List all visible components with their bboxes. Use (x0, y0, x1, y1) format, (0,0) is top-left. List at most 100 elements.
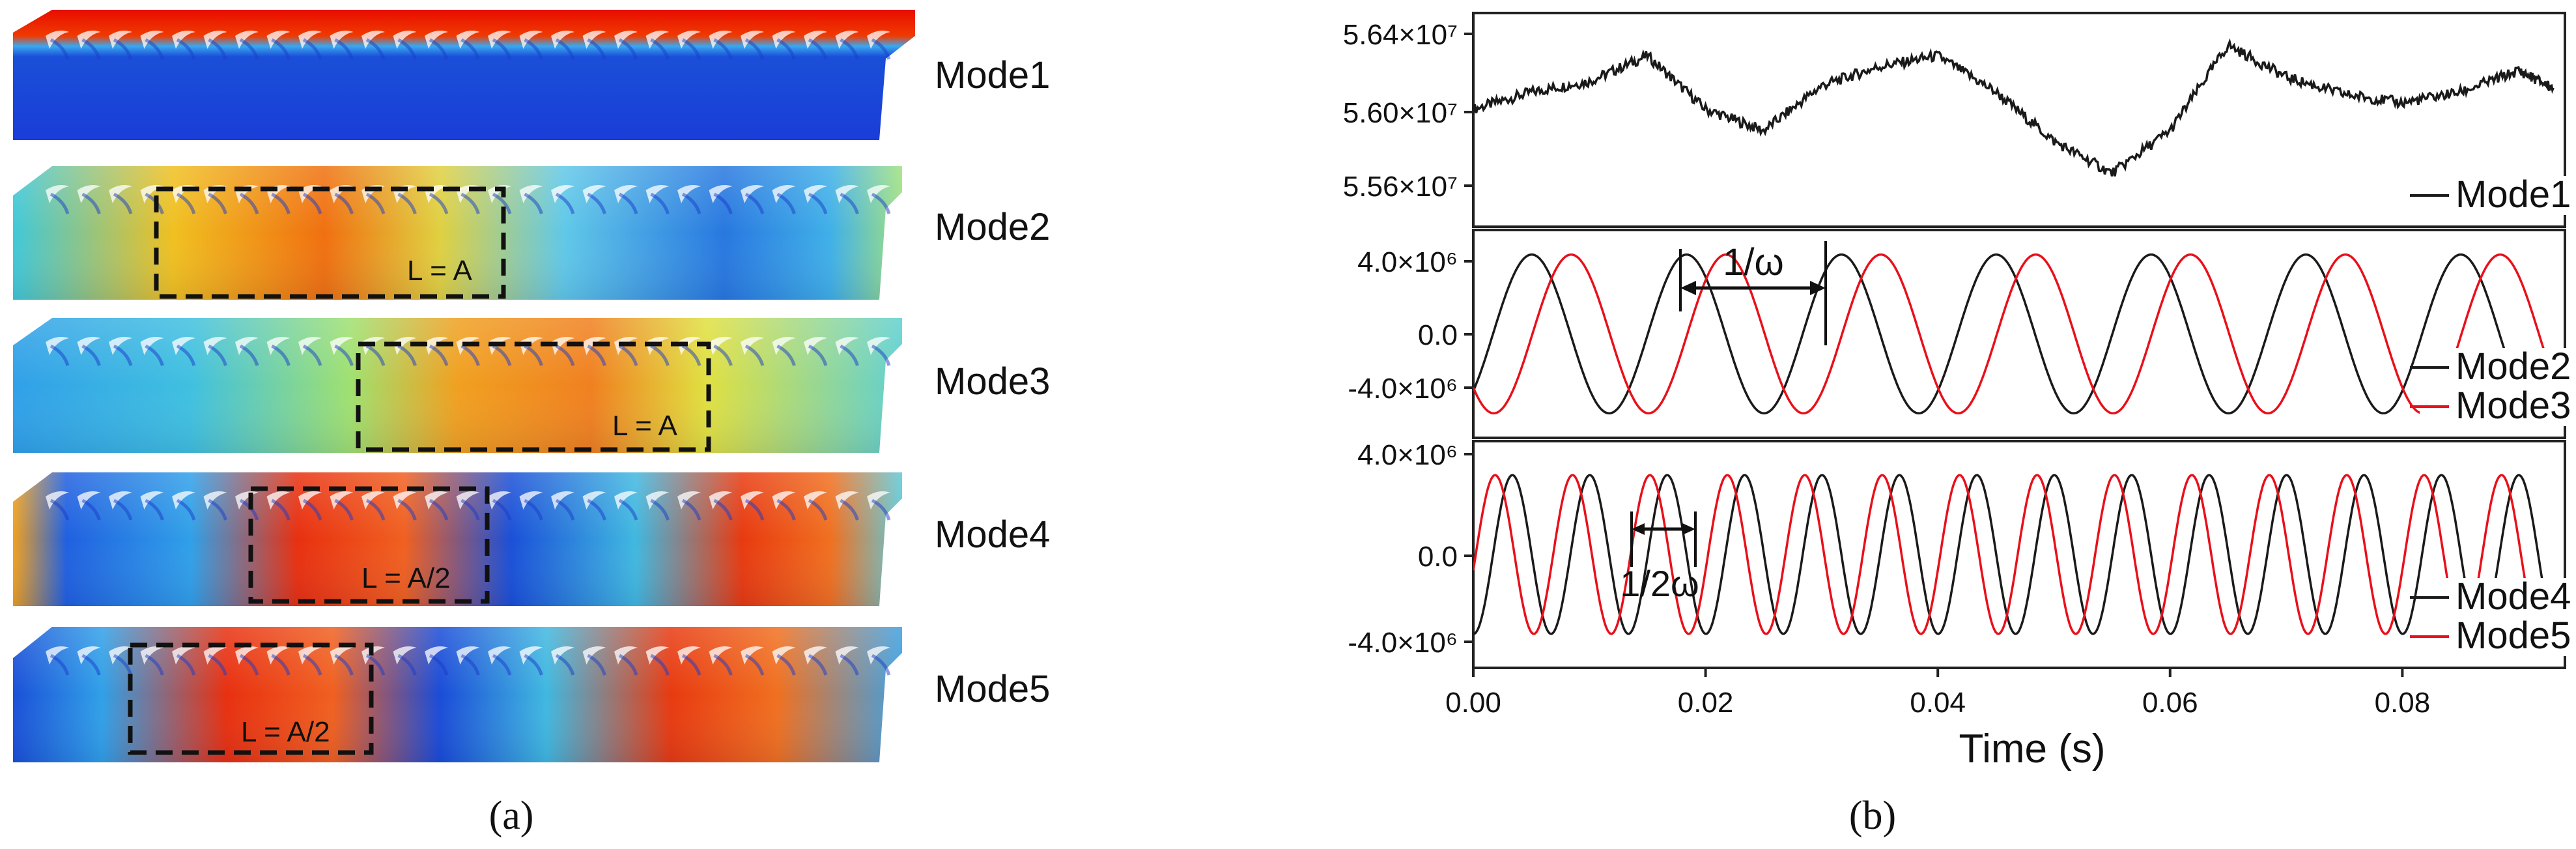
blade-wake (618, 654, 638, 676)
blade-shape (235, 31, 259, 49)
blade-wake (365, 38, 386, 60)
y-tick-label: -4.0×10⁶ (1348, 627, 1458, 659)
blade-shape (298, 31, 322, 49)
blade-shape (835, 31, 859, 49)
mode3-box-label: L = A (612, 410, 678, 442)
blade-wake (871, 192, 891, 214)
blade-shape (298, 491, 322, 510)
blade-wake (145, 498, 164, 521)
blade-shape (551, 185, 574, 203)
blade-shape (488, 646, 511, 665)
blade-wake (460, 498, 480, 521)
blade-shape (772, 185, 796, 203)
blade-shape (677, 646, 701, 665)
blade-wake (302, 498, 322, 521)
blade-wake (681, 654, 701, 676)
blade-wake (81, 498, 101, 521)
blade-shape (172, 491, 195, 510)
mode2-label: Mode2 (935, 206, 1050, 248)
blade-shape (456, 185, 480, 203)
blade-wake (81, 654, 101, 676)
blade-shape (109, 491, 132, 510)
blade-wake (650, 344, 670, 366)
blade-wake (113, 192, 133, 214)
blade-wake (587, 38, 606, 60)
blade-wake (840, 344, 859, 366)
blade-wake (397, 38, 417, 60)
blade-shape (46, 491, 69, 510)
blade-wake (871, 38, 891, 60)
blade-shape (361, 31, 385, 49)
legend-label: Mode4 (2456, 575, 2571, 618)
blade-wake (397, 498, 417, 521)
mode3-field-image: L = A (13, 318, 902, 453)
blade-shape (645, 491, 670, 510)
mode2-series-line (1473, 253, 2555, 415)
blade-shape (741, 185, 764, 203)
blade-shape (804, 185, 827, 203)
blade-shape (551, 337, 574, 355)
blade-wake (840, 192, 859, 214)
blade-wake (840, 498, 859, 521)
mode5-box-label: L = A/2 (241, 716, 330, 748)
blade-shape (772, 491, 796, 510)
blade-shape (425, 337, 448, 355)
blade-wake (524, 38, 543, 60)
mode5-field-image: L = A/2 (13, 627, 902, 762)
y-tick-label: -4.0×10⁶ (1348, 373, 1458, 405)
blade-wake (524, 192, 543, 214)
blade-shape (488, 337, 511, 355)
blade-wake (840, 654, 859, 676)
blade-shape (330, 646, 354, 665)
blade-wake (681, 192, 701, 214)
blade-shape (77, 491, 101, 510)
blade-wake (239, 38, 259, 60)
blade-wake (271, 38, 290, 60)
y-tick-label: 0.0 (1418, 319, 1458, 351)
blade-shape (867, 491, 890, 510)
blade-shape (772, 31, 796, 49)
blade-wake (681, 38, 701, 60)
blade-shape (393, 491, 417, 510)
blade-wake (555, 344, 575, 366)
mode4-field-image: L = A/2 (13, 472, 902, 606)
blade-shape (709, 337, 733, 355)
blade-wake (524, 344, 543, 366)
blade-shape (456, 491, 480, 510)
blade-wake (397, 654, 417, 676)
blade-wake (776, 654, 796, 676)
blade-wake (650, 654, 670, 676)
blade-shape (77, 646, 101, 665)
blade-shape (582, 31, 606, 49)
blade-wake (50, 38, 70, 60)
blade-wake (587, 192, 606, 214)
blade-shape (804, 337, 827, 355)
blade-wake (176, 498, 196, 521)
blade-wake (681, 344, 701, 366)
blade-shape (645, 646, 670, 665)
blade-wake (429, 38, 449, 60)
blade-wake (271, 654, 290, 676)
blade-wake (713, 344, 733, 366)
blade-shape (804, 31, 827, 49)
blade-shape (709, 646, 733, 665)
panel-a: L = A L = A L = A/2 L = A/2 Mode1 Mode2 … (13, 10, 1050, 838)
blade-shape (109, 185, 132, 203)
blade-shape (330, 185, 354, 203)
blade-wake (808, 344, 828, 366)
blade-wake (429, 192, 449, 214)
blade-wake (113, 654, 133, 676)
blade-wake (492, 654, 512, 676)
blade-shape (203, 337, 227, 355)
blade-shape (741, 31, 764, 49)
mode1-field-image (13, 10, 915, 140)
blade-shape (109, 646, 132, 665)
blade-shape (330, 31, 354, 49)
blade-shape (519, 337, 543, 355)
blade-shape (266, 31, 290, 49)
mode3-dashed-box (356, 341, 711, 452)
blade-wake (618, 38, 638, 60)
blade-wake (840, 38, 859, 60)
blade-wake (334, 38, 354, 60)
